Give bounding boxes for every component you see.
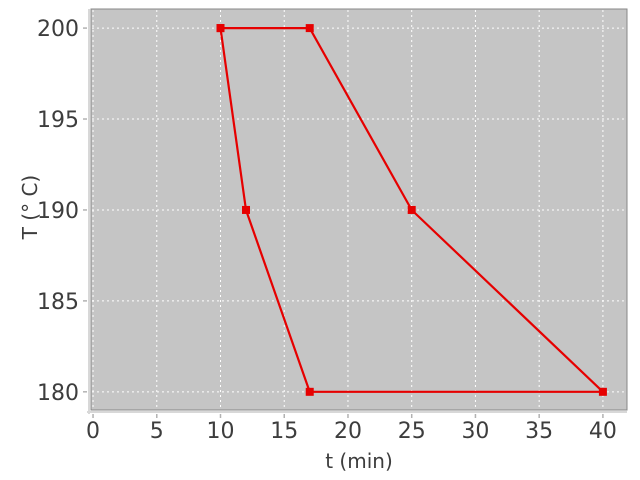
data-point-marker	[242, 205, 251, 214]
x-tick-label: 35	[525, 419, 553, 444]
plot-border	[90, 8, 628, 411]
data-point-marker	[598, 387, 607, 396]
x-tick-label: 25	[398, 419, 426, 444]
x-tick-label: 40	[589, 419, 617, 444]
y-tick-label: 195	[37, 108, 79, 133]
y-tick-label: 190	[37, 199, 79, 224]
x-tick-label: 0	[86, 419, 100, 444]
y-axis-title: T (° C)	[18, 174, 42, 240]
x-tick-label: 30	[461, 419, 489, 444]
y-tick-label: 185	[37, 290, 79, 315]
y-tick-label: 180	[37, 381, 79, 406]
data-point-marker	[305, 387, 314, 396]
x-tick-label: 5	[150, 419, 164, 444]
y-tick-label: 200	[37, 17, 79, 42]
data-point-marker	[305, 24, 314, 33]
x-tick-label: 10	[207, 419, 235, 444]
x-tick-label: 15	[270, 419, 298, 444]
x-axis-title: t (min)	[325, 449, 393, 473]
data-point-marker	[216, 24, 225, 33]
data-point-marker	[407, 205, 416, 214]
x-tick-label: 20	[334, 419, 362, 444]
